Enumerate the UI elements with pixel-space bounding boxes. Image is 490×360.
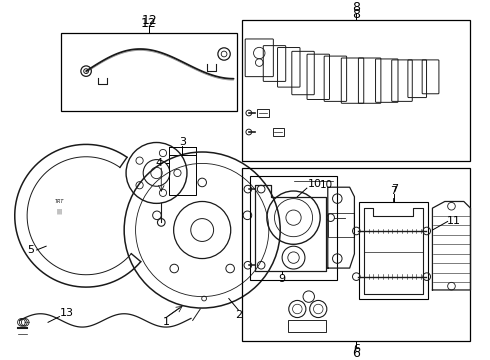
Text: 11: 11 <box>447 216 461 226</box>
Bar <box>250 176 337 280</box>
Text: 8: 8 <box>352 9 360 22</box>
Text: 2: 2 <box>235 310 242 320</box>
Bar <box>242 168 470 341</box>
Text: 4: 4 <box>156 158 163 168</box>
Bar <box>288 320 326 332</box>
Bar <box>242 20 470 161</box>
Text: 6: 6 <box>353 344 360 354</box>
Text: TRT: TRT <box>55 199 64 204</box>
Text: 10: 10 <box>319 180 333 190</box>
Text: 5: 5 <box>27 245 34 255</box>
Text: 7: 7 <box>391 184 398 194</box>
Text: 8: 8 <box>352 1 360 14</box>
Text: 12: 12 <box>141 17 157 30</box>
Text: 1: 1 <box>163 317 170 327</box>
Text: 12: 12 <box>142 14 157 27</box>
Text: 10: 10 <box>307 179 321 189</box>
Bar <box>257 109 269 117</box>
Text: 9: 9 <box>278 274 286 284</box>
Bar <box>169 155 196 195</box>
Bar <box>328 213 354 237</box>
Bar <box>272 128 284 136</box>
Text: 6: 6 <box>352 347 360 360</box>
Bar <box>359 202 428 300</box>
Text: 3: 3 <box>180 136 187 147</box>
Text: |||: ||| <box>56 208 62 214</box>
Bar <box>61 33 237 111</box>
Text: 7: 7 <box>390 186 397 196</box>
Text: 13: 13 <box>60 308 74 318</box>
